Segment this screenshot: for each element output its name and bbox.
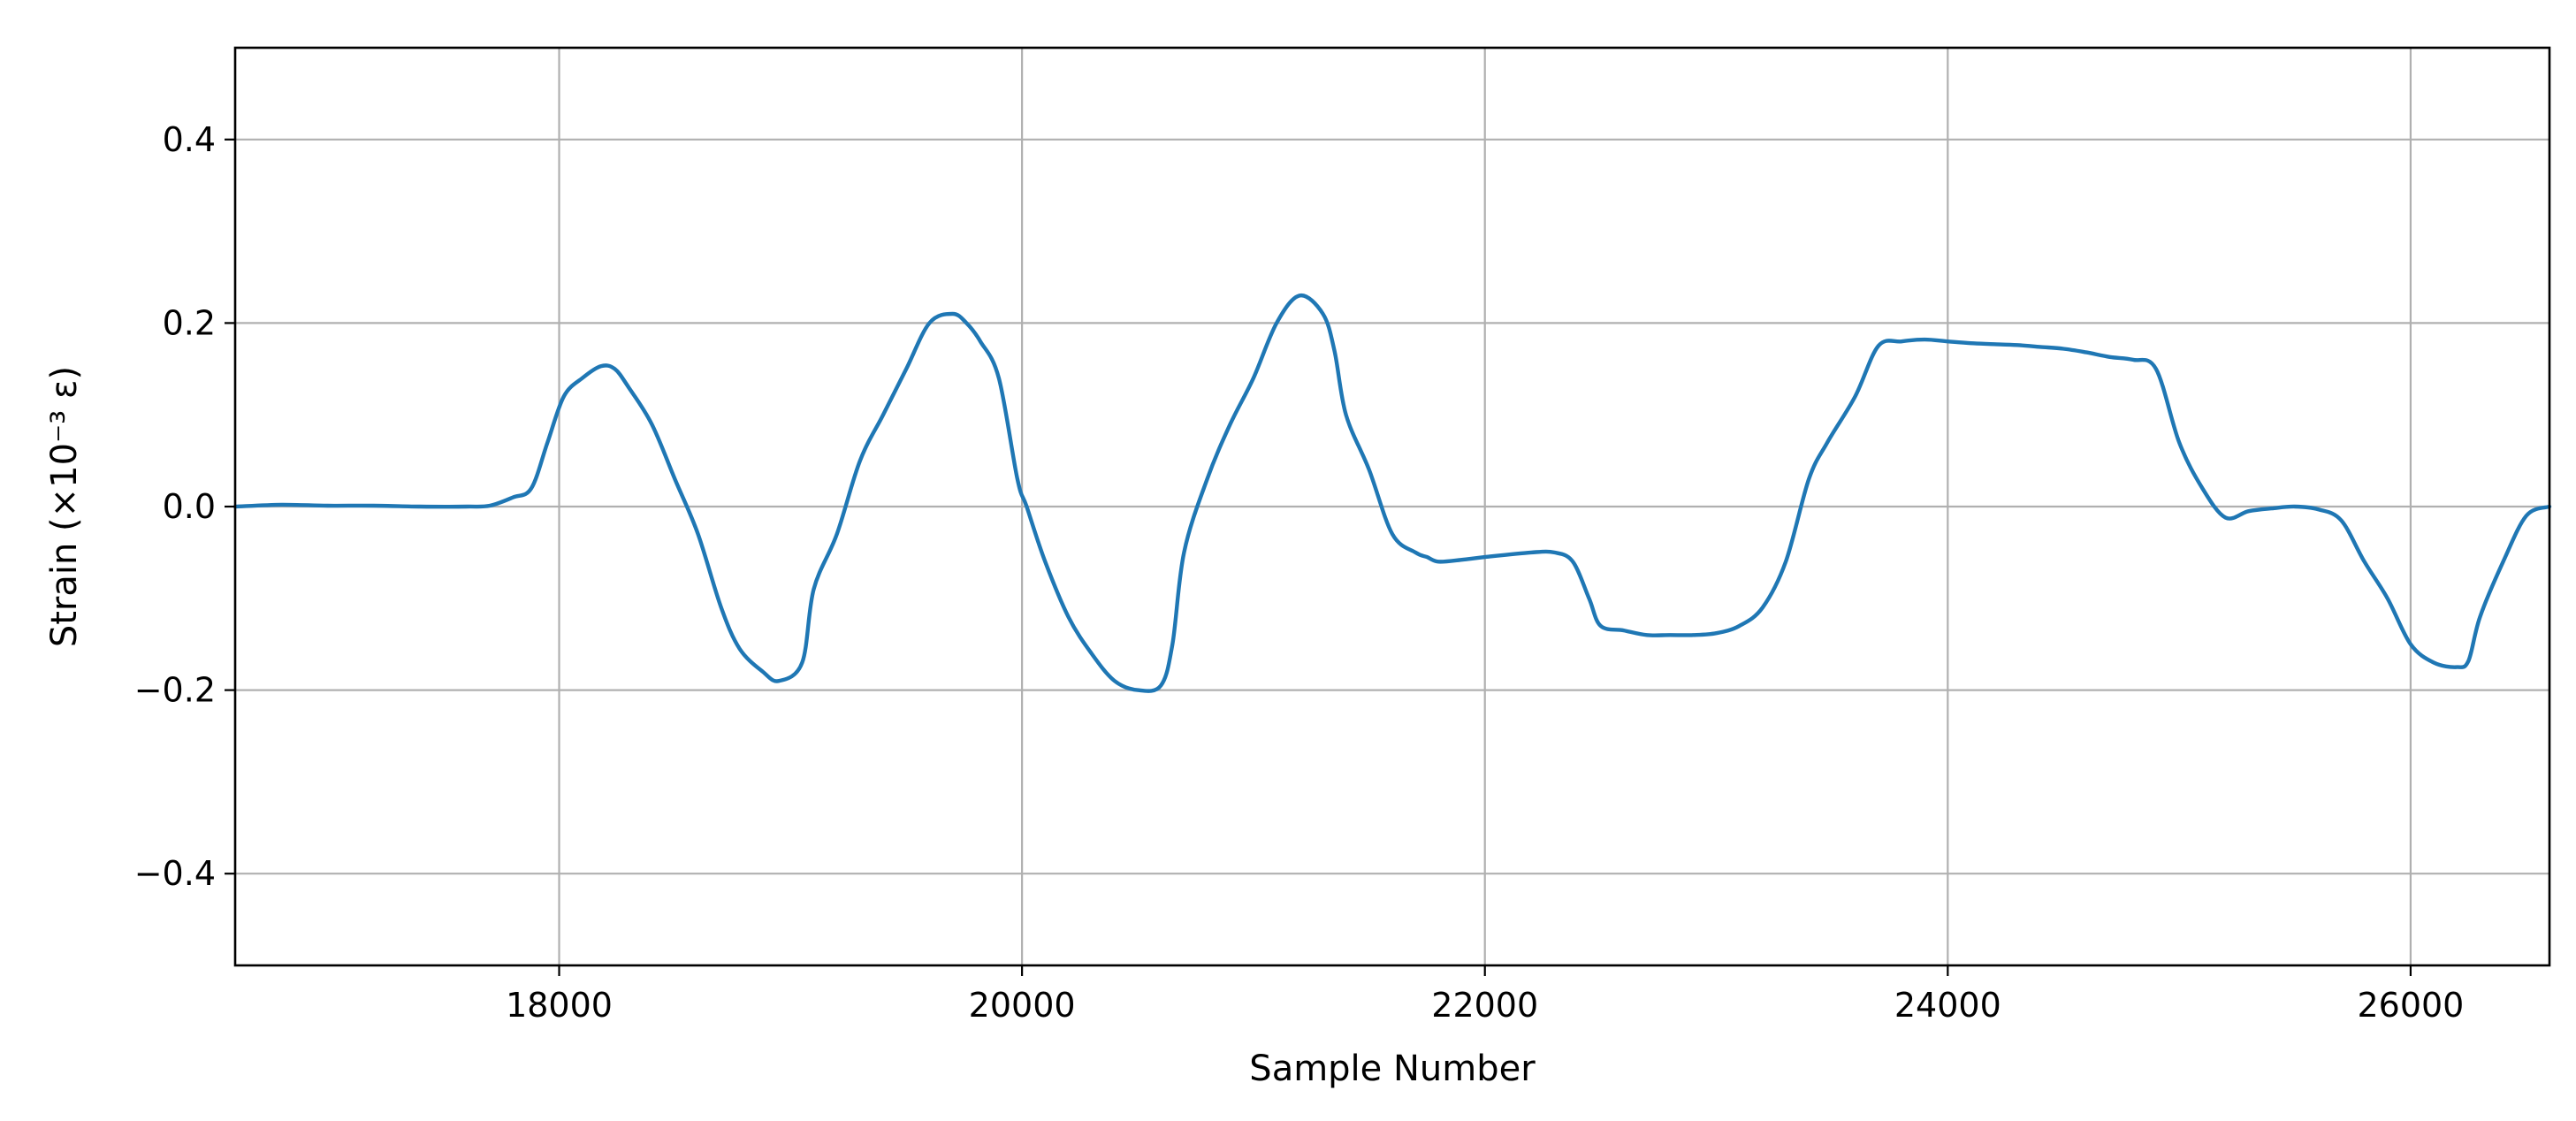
- y-tick-label: 0.2: [163, 303, 216, 342]
- y-tick-label: −0.4: [134, 854, 216, 893]
- y-tick-label: 0.4: [163, 120, 216, 159]
- series-line-0: [232, 294, 2552, 693]
- y-tick-label: 0.0: [163, 487, 216, 526]
- y-tick-label: −0.2: [134, 671, 216, 710]
- x-tick-label: 18000: [506, 986, 613, 1025]
- x-tick-label: 24000: [1894, 986, 2001, 1025]
- x-axis-label: Sample Number: [1249, 1049, 1536, 1089]
- x-tick-label: 20000: [969, 986, 1076, 1025]
- x-tick-label: 26000: [2357, 986, 2464, 1025]
- axis-ticks: 18000 20000 22000 24000 26000 −0.4 −0.2 0.0 0.2 0…: [134, 120, 2465, 1025]
- y-axis-label: Strain (×10⁻³ ε): [44, 366, 85, 647]
- series-layer: [232, 294, 2552, 693]
- x-tick-label: 22000: [1431, 986, 1538, 1025]
- grid-lines: [235, 48, 2549, 965]
